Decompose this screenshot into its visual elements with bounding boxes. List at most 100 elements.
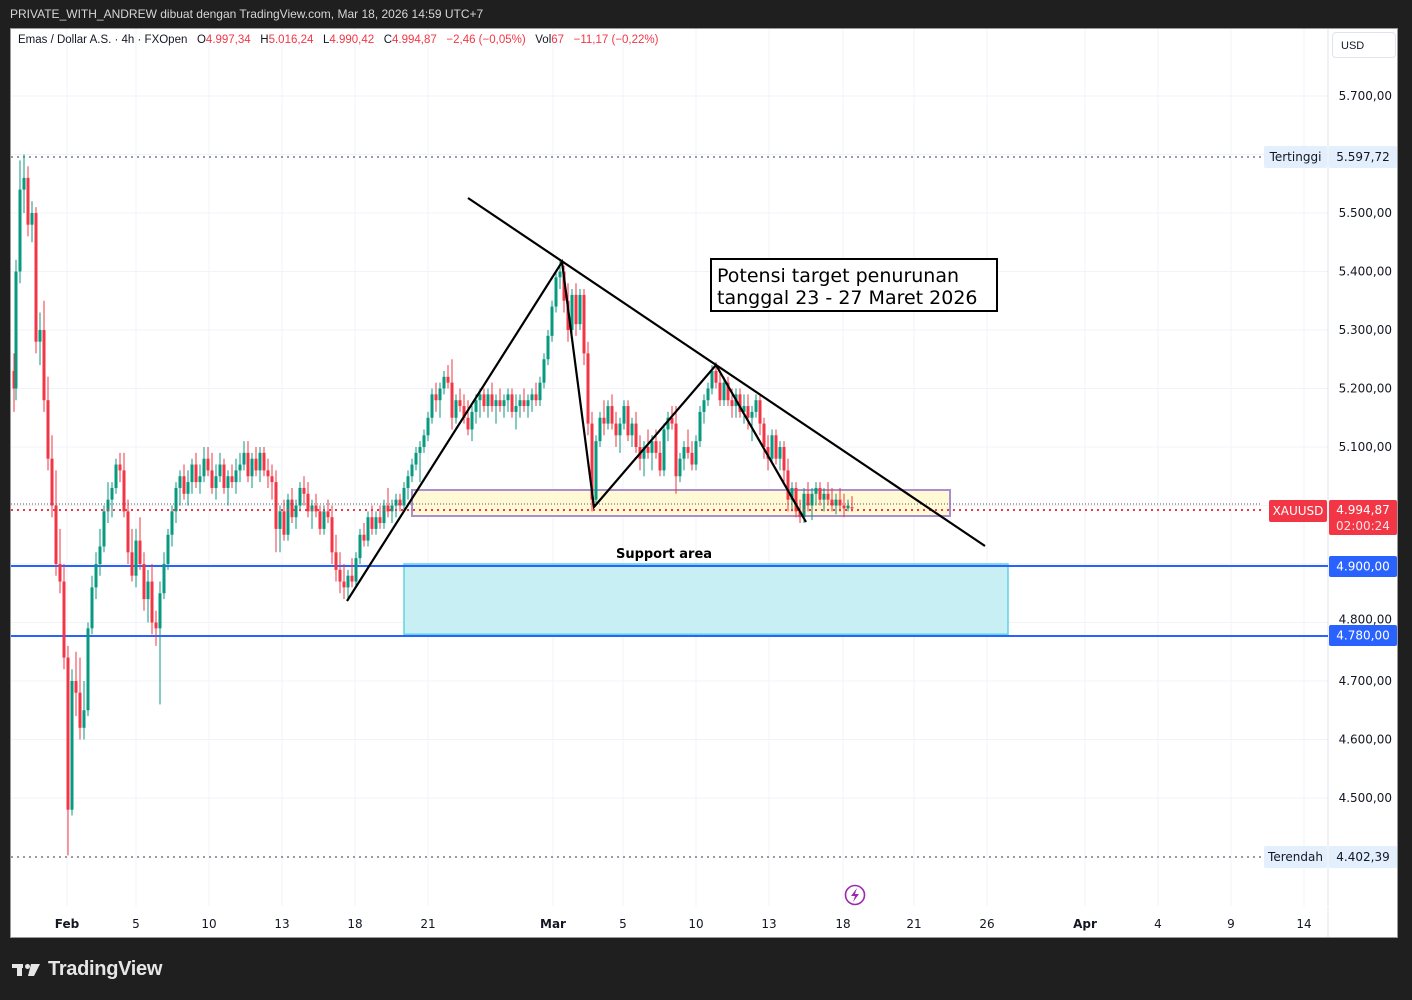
candle-up [294,505,298,518]
volume-change: −11,17 (−0,22%) [573,34,659,46]
candle-down [534,394,538,401]
candle-up [394,499,398,506]
high-value: 5.016,24 [268,34,314,46]
tradingview-logo[interactable]: TradingView [12,958,162,981]
candle-up [778,447,782,459]
candle-down [818,487,822,500]
candle-up [234,470,238,483]
time-tick: 21 [906,917,921,931]
time-tick: 13 [274,917,289,931]
support-zone[interactable] [403,563,1009,635]
candle-up [226,476,230,488]
candle-up [390,505,394,512]
price-axis[interactable]: 5.700,00 5.500,00 5.400,00 5.300,00 5.200,00… [1264,89,1397,868]
candle-down [318,511,322,529]
candle-up [698,411,702,442]
candle-up [530,394,534,401]
candle-up [366,517,370,541]
candle-down [342,581,346,588]
candle-down [370,517,374,529]
symbol-description[interactable]: Emas / Dollar A.S. · 4h · FXOpen [18,34,188,46]
candle-down [122,470,126,512]
candle-down [398,499,402,506]
candle-down [522,400,526,407]
candle-down [586,353,590,424]
lightning-event-icon[interactable] [844,884,866,906]
candle-down [462,406,466,418]
candle-up [810,493,814,506]
candle-up [506,394,510,401]
candle-up [722,382,726,401]
candle-up [298,487,302,506]
candle-up [94,564,98,588]
candle-up [754,400,758,412]
candle-down [830,499,834,506]
target-note-box[interactable] [710,258,998,312]
candle-down [150,581,154,623]
time-tick: 9 [1227,917,1235,931]
price-tick: 4.500,00 [1339,791,1392,805]
high-value-tag: 5.597,72 [1336,150,1389,164]
time-tick: Feb [55,917,80,931]
candle-down [274,482,278,529]
candle-down [254,458,258,471]
candle-up [110,487,114,500]
candle-up [218,464,222,477]
candle-up [426,417,430,436]
candle-up [98,546,102,564]
candle-down [794,487,798,512]
candle-down [266,470,270,477]
low-value-tag-bg [1329,846,1397,868]
candle-down [182,476,186,494]
candle-up [706,388,710,401]
candle-down [302,487,306,494]
candle-down [290,499,294,518]
candle-down [826,493,830,500]
descending-trendline[interactable] [467,197,986,547]
candle-up [542,359,546,383]
candle-down [782,447,786,471]
candle-down [130,552,134,576]
candle-up [682,447,686,459]
candle-down [850,507,854,509]
candle-down [842,505,846,509]
low-value-tag: 4.402,39 [1336,850,1389,864]
candle-up [630,423,634,436]
price-tick: 5.200,00 [1339,382,1392,396]
candle-up [114,464,118,488]
candle-up [414,452,418,465]
candle-up [410,464,414,477]
candle-down [762,423,766,447]
ohlc-legend: Emas / Dollar A.S. · 4h · FXOpen O4.997,… [18,34,658,46]
last-price-value: 4.994,87 [1336,503,1389,517]
time-tick: 5 [619,917,627,931]
price-tick-partial: 4.800,00 [1339,613,1392,627]
currency-button[interactable]: USD [1332,32,1396,58]
candle-down [690,452,694,465]
candle-up [742,406,746,412]
candle-up [694,441,698,465]
candle-down [54,505,58,564]
candle-up [22,177,26,190]
time-tick: 4 [1154,917,1162,931]
candle-down [434,394,438,401]
candle-down [378,517,382,524]
candle-down [562,271,566,301]
time-axis[interactable]: Feb 5 10 13 18 21 Mar 5 10 13 18 21 26 Apr 4 9 14 [55,917,1312,931]
candle-up [402,487,406,506]
candle-up [158,593,162,629]
candle-down [726,382,730,401]
candle-up [278,511,282,529]
candle-down [50,458,54,506]
support-area-label: Support area [616,547,712,562]
candle-up [790,487,794,500]
volume-label: Vol [535,34,552,46]
candle-up [846,505,850,509]
candle-down [230,476,234,483]
pattern-zigzag[interactable] [346,258,807,602]
consolidation-zone[interactable] [411,489,951,517]
chart-frame[interactable] [10,28,1398,938]
candle-down [610,406,614,424]
